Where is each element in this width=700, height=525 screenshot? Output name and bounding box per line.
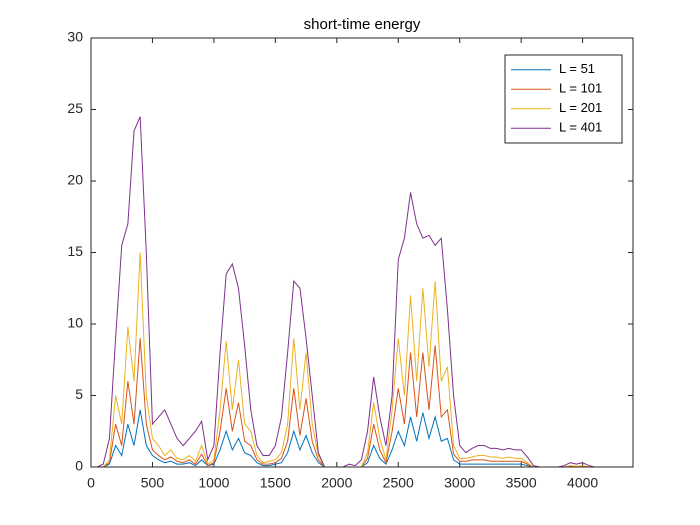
x-tick-label: 4000 — [567, 475, 598, 491]
y-tick-label: 10 — [67, 315, 83, 331]
x-tick-label: 2500 — [383, 475, 414, 491]
legend-label: L = 401 — [559, 120, 602, 135]
x-tick-label: 1000 — [198, 475, 229, 491]
y-tick-label: 5 — [75, 386, 83, 402]
legend-label: L = 101 — [559, 81, 602, 96]
y-tick-label: 15 — [67, 243, 83, 259]
legend: L = 51 L = 101 L = 201 L = 401 — [504, 54, 623, 144]
x-tick-label: 500 — [141, 475, 165, 491]
x-tick-label: 0 — [87, 475, 95, 491]
x-tick-label: 3000 — [444, 475, 475, 491]
y-tick-label: 25 — [67, 100, 83, 116]
legend-label: L = 201 — [559, 100, 602, 115]
y-tick-label: 0 — [75, 458, 83, 474]
y-tick-label: 30 — [67, 29, 83, 45]
x-tick-label: 2000 — [321, 475, 352, 491]
axes-box — [90, 37, 634, 468]
y-tick-label: 20 — [67, 172, 83, 188]
chart-title: short-time energy — [304, 16, 421, 33]
x-tick-label: 3500 — [506, 475, 537, 491]
x-tick-label: 1500 — [260, 475, 291, 491]
legend-label: L = 51 — [559, 61, 595, 76]
